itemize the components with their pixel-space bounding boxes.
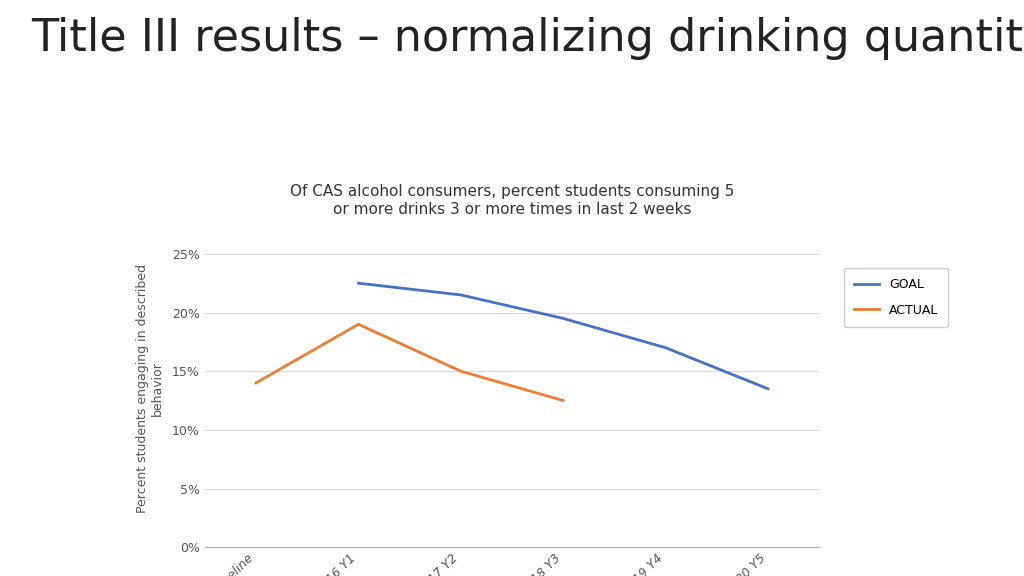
Y-axis label: Percent students engaging in described
behavior: Percent students engaging in described b… <box>136 264 164 513</box>
Text: Title III results – normalizing drinking quantity: Title III results – normalizing drinking… <box>31 17 1024 60</box>
Title: Of CAS alcohol consumers, percent students consuming 5
or more drinks 3 or more : Of CAS alcohol consumers, percent studen… <box>290 184 734 217</box>
Legend: GOAL, ACTUAL: GOAL, ACTUAL <box>844 268 948 327</box>
